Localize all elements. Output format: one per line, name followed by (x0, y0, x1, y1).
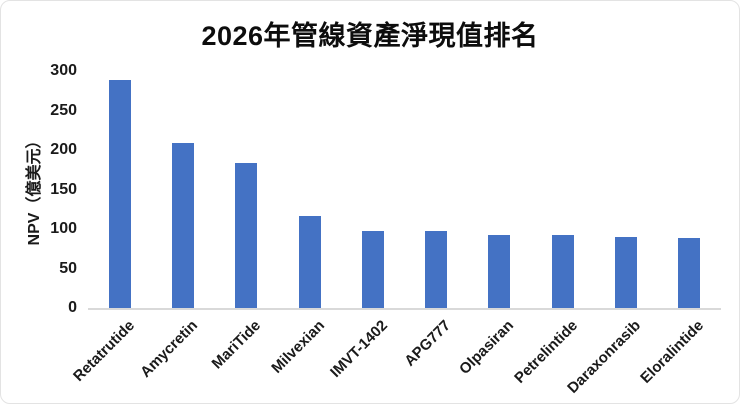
bar-Milvexian (298, 215, 321, 308)
bar-Amycretin (171, 142, 194, 308)
chart-title: 2026年管線資產淨現值排名 (201, 21, 539, 51)
bar-Olpasiran (488, 234, 511, 308)
y-tick-50: 50 (59, 259, 77, 277)
plot-area (88, 71, 721, 310)
bar-Retatrutide (108, 80, 131, 308)
bar-APG777 (425, 231, 448, 308)
bar-IMVT-1402 (361, 230, 384, 308)
bar-MariTide (235, 162, 258, 308)
y-tick-300: 300 (50, 62, 77, 79)
bar-Petrelintide (551, 235, 574, 308)
bar-Eloralintide (678, 238, 701, 308)
y-tick-0: 0 (68, 299, 77, 316)
y-tick-250: 250 (50, 101, 77, 119)
bar-Daraxonrasib (615, 236, 638, 308)
y-tick-100: 100 (50, 220, 77, 237)
y-tick-200: 200 (50, 141, 77, 158)
y-tick-150: 150 (50, 180, 77, 198)
